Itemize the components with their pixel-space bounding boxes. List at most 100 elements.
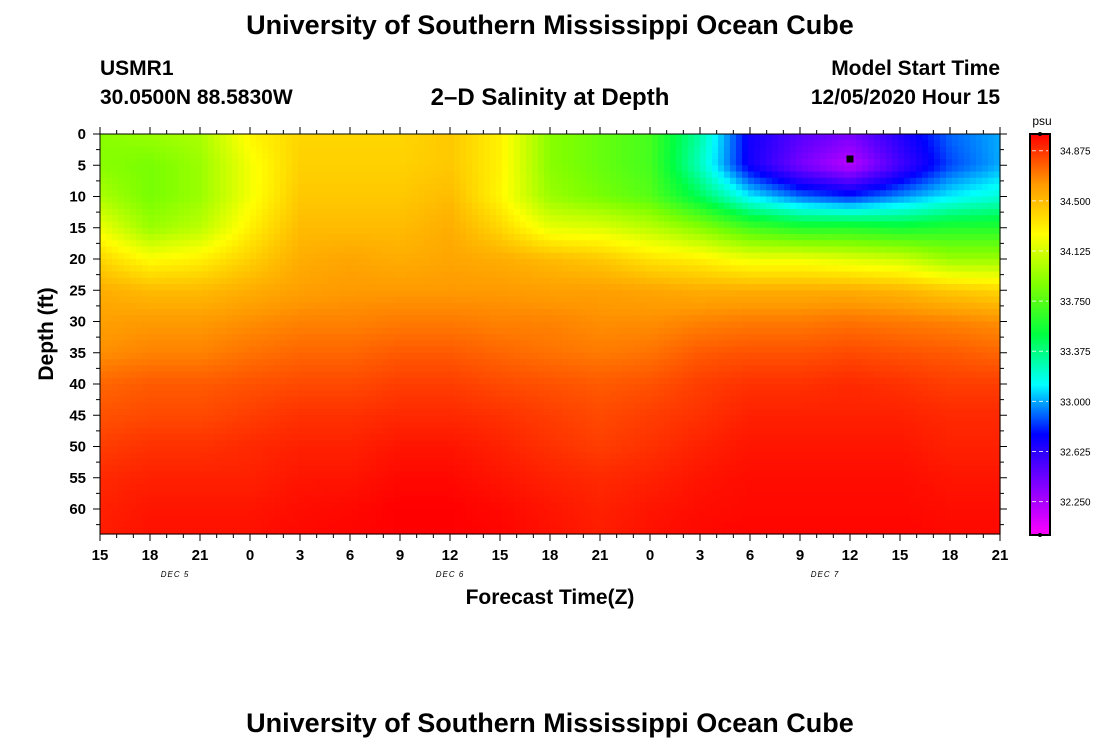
heatmap-cell xyxy=(334,165,341,173)
heatmap-cell xyxy=(124,134,131,141)
heatmap-cell xyxy=(694,246,701,254)
heatmap-cell xyxy=(124,165,131,173)
heatmap-cell xyxy=(844,165,851,173)
heatmap-cell xyxy=(112,290,119,298)
heatmap-cell xyxy=(532,140,539,148)
heatmap-cell xyxy=(502,327,509,335)
heatmap-cell xyxy=(760,327,767,335)
heatmap-cell xyxy=(406,309,413,316)
heatmap-cell xyxy=(130,215,137,223)
heatmap-cell xyxy=(352,190,359,198)
heatmap-cell xyxy=(238,177,245,185)
heatmap-cell xyxy=(436,190,443,198)
heatmap-cell xyxy=(400,165,407,173)
heatmap-cell xyxy=(994,234,1001,241)
heatmap-cell xyxy=(580,159,587,166)
heatmap-cell xyxy=(304,309,311,316)
heatmap-cell xyxy=(688,177,695,185)
heatmap-cell xyxy=(958,190,965,198)
heatmap-cell xyxy=(448,202,455,210)
heatmap-cell xyxy=(748,221,755,229)
heatmap-cell xyxy=(478,290,485,298)
heatmap-cell xyxy=(772,177,779,185)
heatmap-cell xyxy=(430,221,437,229)
heatmap-cell xyxy=(364,240,371,248)
heatmap-cell xyxy=(448,165,455,173)
heatmap-cell xyxy=(538,259,545,266)
heatmap-cell xyxy=(508,334,515,341)
heatmap-cell xyxy=(988,284,995,291)
station-coords: 30.0500N 88.5830W xyxy=(100,86,293,109)
heatmap-cell xyxy=(334,234,341,241)
heatmap-cell xyxy=(658,309,665,316)
heatmap-cell xyxy=(286,171,293,179)
heatmap-cell xyxy=(556,196,563,204)
heatmap-cell xyxy=(718,209,725,216)
heatmap-cell xyxy=(478,321,485,329)
heatmap-cell xyxy=(160,284,167,291)
heatmap-cell xyxy=(964,309,971,316)
heatmap-cell xyxy=(154,190,161,198)
heatmap-cell xyxy=(436,284,443,291)
heatmap-cell xyxy=(736,221,743,229)
heatmap-cell xyxy=(640,302,647,310)
heatmap-cell xyxy=(208,284,215,291)
heatmap-cell xyxy=(700,271,707,279)
heatmap-cell xyxy=(874,134,881,141)
heatmap-cell xyxy=(232,234,239,241)
heatmap-cell xyxy=(298,321,305,329)
heatmap-cell xyxy=(892,184,899,191)
heatmap-cell xyxy=(598,202,605,210)
heatmap-cell xyxy=(346,221,353,229)
heatmap-cell xyxy=(304,296,311,304)
heatmap-cell xyxy=(574,234,581,241)
heatmap-cell xyxy=(826,284,833,291)
heatmap-cell xyxy=(154,234,161,241)
heatmap-cell xyxy=(976,134,983,141)
heatmap-cell xyxy=(568,177,575,185)
heatmap-cell xyxy=(958,252,965,260)
heatmap-cell xyxy=(880,327,887,335)
heatmap-cell xyxy=(940,177,947,185)
heatmap-cell xyxy=(784,290,791,298)
heatmap-cell xyxy=(988,290,995,298)
heatmap-cell xyxy=(148,190,155,198)
heatmap-cell xyxy=(490,296,497,304)
heatmap-cell xyxy=(568,246,575,254)
heatmap-cell xyxy=(124,184,131,191)
heatmap-cell xyxy=(160,309,167,316)
model-start-value: 12/05/2020 Hour 15 xyxy=(810,86,1000,109)
heatmap-cell xyxy=(994,296,1001,304)
heatmap-cell xyxy=(598,140,605,148)
heatmap-cell xyxy=(172,265,179,273)
heatmap-cell xyxy=(598,152,605,160)
heatmap-cell xyxy=(346,215,353,223)
heatmap-cell xyxy=(424,140,431,148)
heatmap-cell xyxy=(550,315,557,323)
heatmap-cell xyxy=(622,215,629,223)
heatmap-cell xyxy=(706,165,713,173)
heatmap-cell xyxy=(634,165,641,173)
heatmap-cell xyxy=(886,240,893,248)
heatmap-cell xyxy=(538,309,545,316)
heatmap-cell xyxy=(736,327,743,335)
heatmap-cell xyxy=(532,171,539,179)
heatmap-cell xyxy=(118,165,125,173)
heatmap-cell xyxy=(802,296,809,304)
heatmap-cell xyxy=(784,140,791,148)
heatmap-cell xyxy=(406,277,413,285)
heatmap-cell xyxy=(790,146,797,154)
heatmap-cell xyxy=(328,190,335,198)
heatmap-cell xyxy=(190,202,197,210)
heatmap-cell xyxy=(286,340,293,348)
heatmap-cell xyxy=(682,321,689,329)
heatmap-cell xyxy=(394,196,401,204)
heatmap-cell xyxy=(262,240,269,248)
heatmap-cell xyxy=(562,302,569,310)
heatmap-cell xyxy=(712,265,719,273)
heatmap-cell xyxy=(268,296,275,304)
heatmap-cell xyxy=(142,290,149,298)
heatmap-cell xyxy=(268,190,275,198)
heatmap-cell xyxy=(826,190,833,198)
heatmap-cell xyxy=(364,309,371,316)
